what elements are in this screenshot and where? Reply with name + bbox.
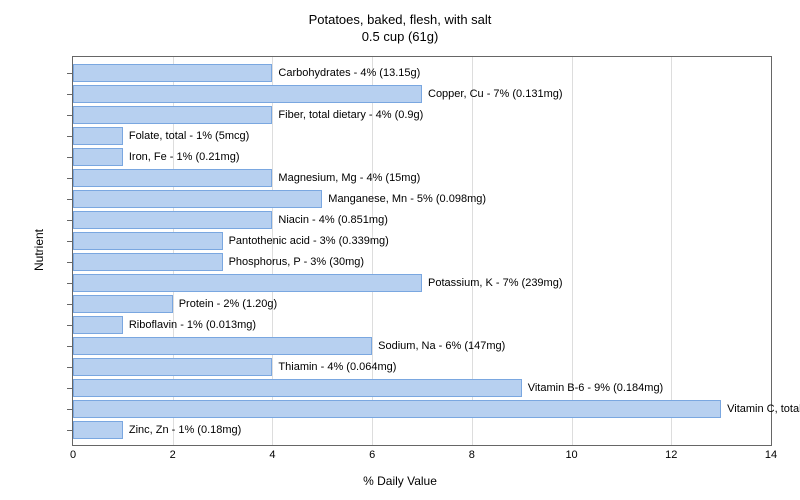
bar <box>73 232 223 250</box>
bar-label: Niacin - 4% (0.851mg) <box>278 214 387 226</box>
nutrient-dv-chart: Potatoes, baked, flesh, with salt 0.5 cu… <box>0 0 800 500</box>
gridline <box>671 57 672 445</box>
bar-row: Copper, Cu - 7% (0.131mg) <box>73 85 563 103</box>
bar-label: Pantothenic acid - 3% (0.339mg) <box>229 235 389 247</box>
bar-label: Carbohydrates - 4% (13.15g) <box>278 67 420 79</box>
bar-row: Sodium, Na - 6% (147mg) <box>73 337 505 355</box>
bar-row: Carbohydrates - 4% (13.15g) <box>73 64 420 82</box>
bar-label: Zinc, Zn - 1% (0.18mg) <box>129 424 241 436</box>
bar <box>73 421 123 439</box>
bar-row: Vitamin C, total ascorbic acid - 13% (7.… <box>73 400 800 418</box>
x-tick-label: 2 <box>170 449 176 461</box>
plot-area: 02468101214Carbohydrates - 4% (13.15g)Co… <box>72 56 772 446</box>
bar <box>73 358 272 376</box>
bar-row: Manganese, Mn - 5% (0.098mg) <box>73 190 486 208</box>
bar <box>73 253 223 271</box>
bar <box>73 106 272 124</box>
bar <box>73 274 422 292</box>
bar-row: Iron, Fe - 1% (0.21mg) <box>73 148 240 166</box>
bar <box>73 85 422 103</box>
y-axis-label: Nutrient <box>32 229 46 271</box>
x-tick-label: 6 <box>369 449 375 461</box>
bar-row: Protein - 2% (1.20g) <box>73 295 277 313</box>
bar <box>73 211 272 229</box>
bar-row: Fiber, total dietary - 4% (0.9g) <box>73 106 423 124</box>
bar-label: Thiamin - 4% (0.064mg) <box>278 361 396 373</box>
bar-row: Vitamin B-6 - 9% (0.184mg) <box>73 379 663 397</box>
x-axis-label: % Daily Value <box>50 474 750 488</box>
bar <box>73 400 721 418</box>
bar-label: Vitamin B-6 - 9% (0.184mg) <box>528 382 664 394</box>
bar <box>73 316 123 334</box>
bar-row: Phosphorus, P - 3% (30mg) <box>73 253 364 271</box>
bar <box>73 64 272 82</box>
bar-label: Riboflavin - 1% (0.013mg) <box>129 319 256 331</box>
bar-label: Potassium, K - 7% (239mg) <box>428 277 563 289</box>
bar-row: Riboflavin - 1% (0.013mg) <box>73 316 256 334</box>
title-line-1: Potatoes, baked, flesh, with salt <box>309 12 492 27</box>
x-tick-label: 4 <box>269 449 275 461</box>
x-tick-label: 10 <box>565 449 577 461</box>
chart-title: Potatoes, baked, flesh, with salt 0.5 cu… <box>0 0 800 46</box>
bar-label: Protein - 2% (1.20g) <box>179 298 277 310</box>
bar <box>73 127 123 145</box>
bar-row: Potassium, K - 7% (239mg) <box>73 274 563 292</box>
x-tick-label: 12 <box>665 449 677 461</box>
x-tick-label: 0 <box>70 449 76 461</box>
bar <box>73 295 173 313</box>
bar-row: Niacin - 4% (0.851mg) <box>73 211 388 229</box>
bar <box>73 337 372 355</box>
bar-label: Copper, Cu - 7% (0.131mg) <box>428 88 563 100</box>
x-tick-label: 14 <box>765 449 777 461</box>
bar <box>73 190 322 208</box>
bar-label: Manganese, Mn - 5% (0.098mg) <box>328 193 486 205</box>
bar-label: Magnesium, Mg - 4% (15mg) <box>278 172 420 184</box>
bar <box>73 169 272 187</box>
bar-row: Magnesium, Mg - 4% (15mg) <box>73 169 420 187</box>
bar-label: Phosphorus, P - 3% (30mg) <box>229 256 365 268</box>
bar <box>73 148 123 166</box>
bar-label: Sodium, Na - 6% (147mg) <box>378 340 505 352</box>
bar-row: Folate, total - 1% (5mcg) <box>73 127 249 145</box>
bar-row: Pantothenic acid - 3% (0.339mg) <box>73 232 389 250</box>
x-tick-label: 8 <box>469 449 475 461</box>
title-line-2: 0.5 cup (61g) <box>362 29 439 44</box>
bar-row: Zinc, Zn - 1% (0.18mg) <box>73 421 241 439</box>
bar-row: Thiamin - 4% (0.064mg) <box>73 358 396 376</box>
bar-label: Fiber, total dietary - 4% (0.9g) <box>278 109 423 121</box>
bar <box>73 379 522 397</box>
bar-label: Folate, total - 1% (5mcg) <box>129 130 249 142</box>
bar-label: Iron, Fe - 1% (0.21mg) <box>129 151 240 163</box>
bar-label: Vitamin C, total ascorbic acid - 13% (7.… <box>727 403 800 415</box>
